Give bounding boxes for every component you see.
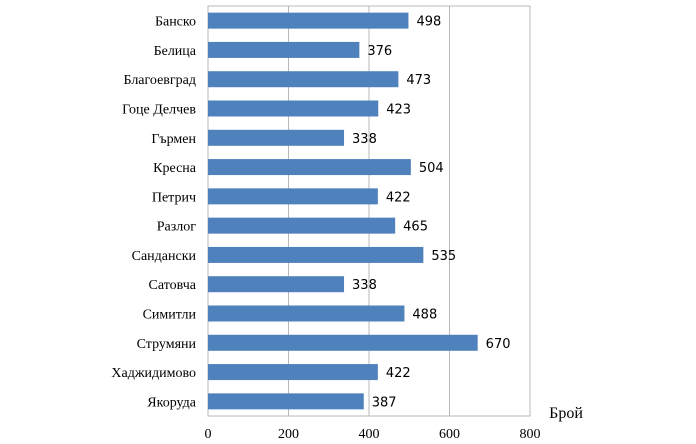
- category-label-2: Благоевград: [123, 73, 196, 88]
- category-label-11: Струмяни: [137, 337, 197, 352]
- data-label-1: 376: [367, 44, 392, 59]
- bar-12: [208, 364, 378, 381]
- bar-5: [208, 159, 411, 176]
- data-label-7: 465: [403, 220, 428, 235]
- data-label-13: 387: [372, 395, 397, 410]
- category-label-3: Гоце Делчев: [122, 103, 196, 118]
- bar-0: [208, 12, 409, 29]
- bar-11: [208, 334, 478, 351]
- bar-4: [208, 129, 345, 146]
- category-label-6: Петрич: [152, 190, 196, 205]
- category-label-1: Белица: [154, 44, 197, 59]
- gridlines: [207, 6, 531, 416]
- category-label-7: Разлог: [157, 220, 197, 235]
- x-axis-title: Брой: [549, 405, 583, 422]
- data-label-12: 422: [386, 366, 411, 381]
- category-label-10: Симитли: [143, 308, 197, 323]
- data-label-0: 498: [416, 15, 441, 30]
- category-label-8: Сандански: [132, 249, 197, 264]
- bar-3: [208, 100, 379, 117]
- data-label-3: 423: [386, 103, 411, 118]
- bar-8: [208, 246, 424, 263]
- data-label-5: 504: [419, 161, 444, 176]
- x-tick-label-2: 400: [359, 427, 380, 442]
- data-label-8: 535: [431, 249, 456, 264]
- bar-6: [208, 188, 378, 205]
- data-label-11: 670: [486, 337, 511, 352]
- bar-7: [208, 217, 396, 234]
- bar-1: [208, 41, 360, 58]
- category-label-9: Сатовча: [149, 278, 197, 293]
- bar-9: [208, 276, 345, 293]
- data-label-2: 473: [406, 73, 431, 88]
- category-label-12: Хаджидимово: [111, 366, 196, 381]
- bar-13: [208, 393, 364, 410]
- x-tick-label-1: 200: [278, 427, 299, 442]
- plot-area-border: [207, 5, 531, 417]
- category-label-0: Банско: [155, 15, 196, 30]
- bar-10: [208, 305, 405, 322]
- bar-2: [208, 71, 399, 88]
- data-label-6: 422: [386, 190, 411, 205]
- data-label-10: 488: [412, 308, 437, 323]
- category-label-5: Кресна: [153, 161, 197, 176]
- x-tick-label-4: 800: [520, 427, 541, 442]
- data-label-4: 338: [352, 132, 377, 147]
- x-tick-label-3: 600: [439, 427, 460, 442]
- data-label-9: 338: [352, 278, 377, 293]
- category-label-13: Якоруда: [147, 395, 196, 410]
- x-tick-label-0: 0: [205, 427, 212, 442]
- category-label-4: Гърмен: [151, 132, 196, 147]
